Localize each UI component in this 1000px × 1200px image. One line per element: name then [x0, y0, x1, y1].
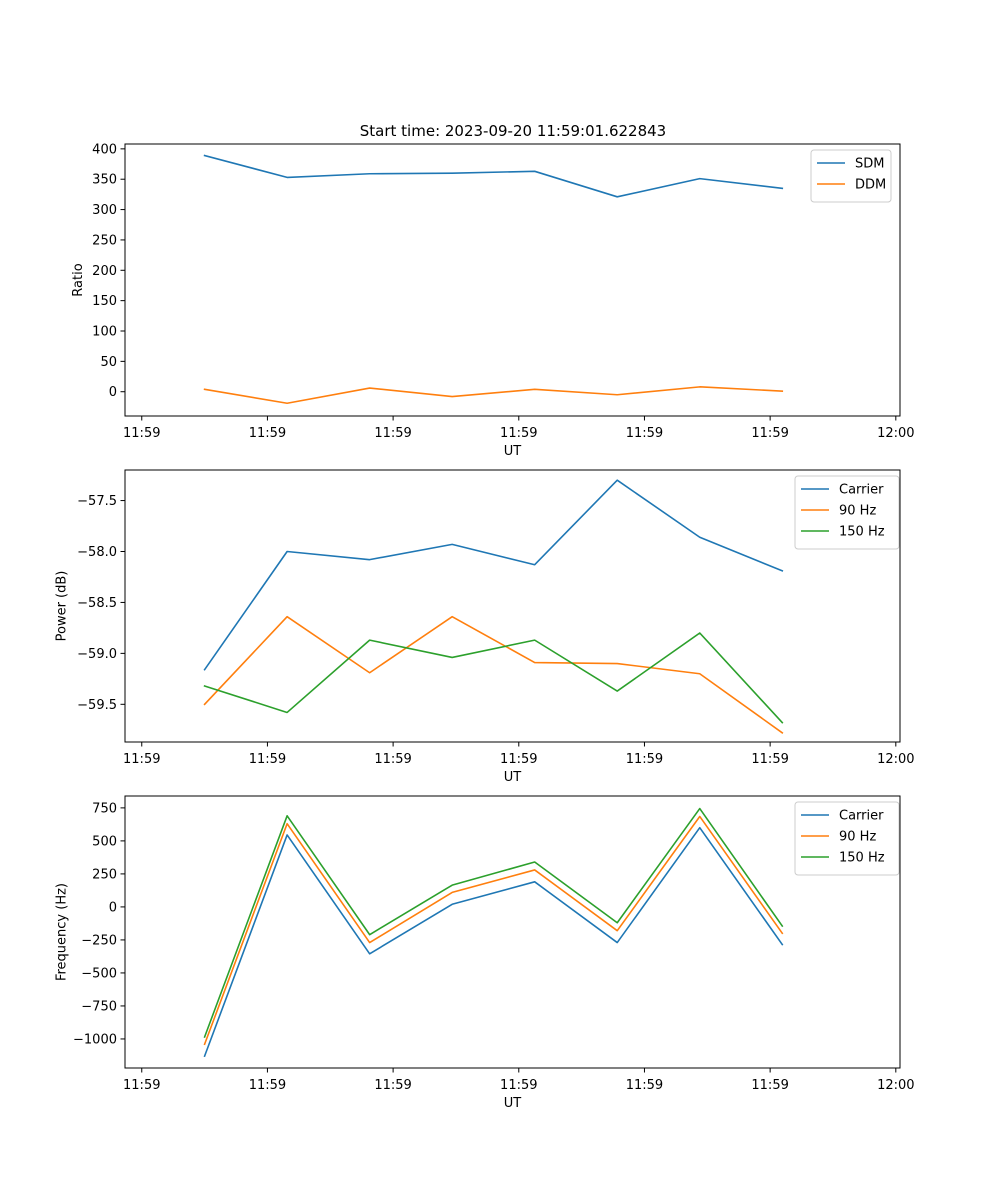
legend-label-90-hz: 90 Hz	[839, 830, 876, 845]
y-tick-label: 0	[109, 900, 117, 915]
y-tick-label: −58.5	[77, 596, 117, 611]
x-axis-label: UT	[504, 444, 522, 459]
series-line-sdm	[203, 154, 784, 198]
x-tick-label: 11:59	[123, 1078, 160, 1093]
series-line-150-hz	[203, 807, 784, 1038]
y-tick-label: 500	[92, 834, 117, 849]
y-axis-label: Frequency (Hz)	[55, 883, 70, 981]
legend-label-carrier: Carrier	[839, 809, 884, 824]
x-tick-label: 12:00	[877, 1078, 914, 1093]
x-tick-label: 11:59	[249, 752, 286, 767]
x-tick-label: 11:59	[500, 1078, 537, 1093]
legend: Carrier 90 Hz 150 Hz	[794, 801, 900, 876]
legend: Carrier 90 Hz 150 Hz	[794, 475, 900, 550]
y-tick-label: −250	[81, 933, 117, 948]
y-tick-label: −59.5	[77, 698, 117, 713]
x-tick-label: 11:59	[374, 752, 411, 767]
y-axis-label: Ratio	[71, 263, 86, 296]
y-tick-label: 150	[92, 294, 117, 309]
x-tick-label: 12:00	[877, 426, 914, 441]
y-tick-label: −500	[81, 966, 117, 981]
panel-1: 11:59 11:59 11:59 11:59 11:59 11:59 12:00 UT 0 50…	[71, 142, 914, 459]
y-tick-label: −59.0	[77, 647, 117, 662]
y-tick-label: 250	[92, 867, 117, 882]
axes-frame	[124, 795, 901, 1069]
x-tick-label: 11:59	[751, 1078, 788, 1093]
y-tick-label: 300	[92, 203, 117, 218]
legend-label-ddm: DDM	[855, 178, 886, 193]
legend-label-150-hz: 150 Hz	[839, 525, 885, 540]
y-axis-label: Power (dB)	[55, 571, 70, 642]
legend-label-carrier: Carrier	[839, 483, 884, 498]
x-tick-label: 11:59	[751, 426, 788, 441]
y-tick-label: 200	[92, 264, 117, 279]
series-line-150-hz	[203, 632, 784, 724]
x-tick-label: 11:59	[626, 1078, 663, 1093]
y-tick-label: −750	[81, 999, 117, 1014]
y-tick-label: −57.5	[77, 494, 117, 509]
x-tick-label: 12:00	[877, 752, 914, 767]
y-tick-label: 50	[100, 355, 117, 370]
legend-label-90-hz: 90 Hz	[839, 504, 876, 519]
y-tick-label: 100	[92, 325, 117, 340]
y-tick-label: 0	[109, 385, 117, 400]
axes-frame	[124, 143, 901, 417]
series-line-90-hz	[203, 815, 784, 1046]
panel-3: 11:59 11:59 11:59 11:59 11:59 11:59 12:00 UT 750…	[55, 795, 915, 1111]
x-tick-label: 11:59	[249, 1078, 286, 1093]
y-tick-label: −1000	[73, 1032, 117, 1047]
y-tick-label: 750	[92, 801, 117, 816]
x-tick-label: 11:59	[374, 426, 411, 441]
x-tick-label: 11:59	[249, 426, 286, 441]
legend: SDM DDM	[810, 149, 892, 203]
y-tick-label: 350	[92, 173, 117, 188]
x-tick-label: 11:59	[751, 752, 788, 767]
y-tick-label: 400	[92, 142, 117, 157]
series-line-90-hz	[203, 615, 784, 734]
axes-frame	[124, 469, 901, 743]
x-tick-label: 11:59	[374, 1078, 411, 1093]
figure-title: Start time: 2023-09-20 11:59:01.622843	[360, 122, 666, 140]
y-tick-label: −58.0	[77, 545, 117, 560]
panel-2: 11:59 11:59 11:59 11:59 11:59 11:59 12:00 UT −57…	[55, 469, 915, 785]
panels: 11:59 11:59 11:59 11:59 11:59 11:59 12:00 UT 0 50…	[55, 142, 915, 1111]
series-line-carrier	[203, 479, 784, 671]
x-tick-label: 11:59	[626, 752, 663, 767]
legend-label-150-hz: 150 Hz	[839, 851, 885, 866]
x-tick-label: 11:59	[123, 752, 160, 767]
series-line-ddm	[203, 386, 784, 405]
legend-label-sdm: SDM	[855, 157, 884, 172]
x-tick-label: 11:59	[123, 426, 160, 441]
x-tick-label: 11:59	[500, 426, 537, 441]
series-line-carrier	[203, 826, 784, 1058]
x-tick-label: 11:59	[626, 426, 663, 441]
x-axis-label: UT	[504, 1096, 522, 1111]
y-tick-label: 250	[92, 233, 117, 248]
x-axis-label: UT	[504, 770, 522, 785]
x-tick-label: 11:59	[500, 752, 537, 767]
